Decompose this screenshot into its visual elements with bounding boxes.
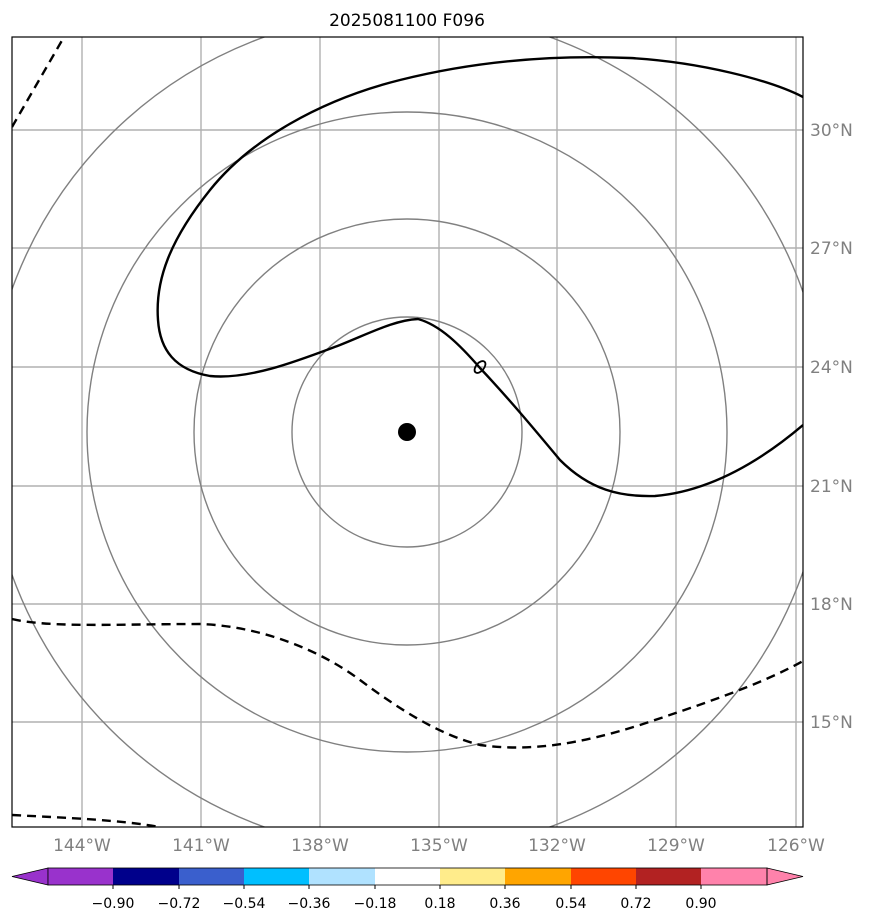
colorbar-bin [375,868,440,885]
range-rings [12,37,803,827]
map-plot-area [12,37,803,827]
lat-label: 21°N [810,477,853,497]
colorbar-bin [440,868,505,885]
colorbar-tick-label: −0.54 [223,896,266,912]
colorbar-tick-label: −0.18 [354,896,397,912]
colorbar-bin [48,868,113,885]
lat-label: 24°N [810,358,853,378]
lon-label: 132°W [528,836,586,856]
colorbar-tick-label: 0.72 [620,896,651,912]
range-ring-inner [291,316,523,548]
lat-lon-gridlines [12,37,803,827]
colorbar-tick-label: −0.90 [92,896,135,912]
contours [12,37,803,827]
map-frame [11,36,804,828]
contour-dashed-middle [12,617,803,749]
lat-label: 27°N [810,239,853,259]
colorbar-tick-label: −0.72 [158,896,201,912]
colorbar-tick-label: 0.54 [555,896,586,912]
colorbar-bin [636,868,701,885]
colorbar-bin [701,868,767,885]
lat-label: 30°N [810,121,853,141]
lon-label: 126°W [767,836,825,856]
lat-label: 18°N [810,595,853,615]
colorbar-bin [179,868,244,885]
lon-label: 135°W [410,836,468,856]
lon-label: 138°W [291,836,349,856]
range-ring-3 [86,111,728,753]
colorbar-bin [113,868,179,885]
latitude-labels: 30°N 27°N 24°N 21°N 18°N 15°N [810,121,853,733]
lon-label: 141°W [172,836,230,856]
colorbar-bin [505,868,571,885]
colorbar-extend-low [11,867,49,886]
colorbar-bin [571,868,636,885]
range-ring-2 [193,218,621,646]
colorbar-bin [309,868,375,885]
colorbar: −0.90 −0.72 −0.54 −0.36 −0.18 0.18 0.36 0.54 0.7… [11,867,804,912]
map-title: 2025081100 F096 [329,11,485,31]
colorbar-tick-label: 0.90 [685,896,716,912]
contour-dashed-bottom [12,813,161,827]
lat-label: 15°N [810,713,853,733]
colorbar-extend-high [766,867,804,886]
colorbar-tick-label: 0.18 [424,896,455,912]
storm-center-marker [398,423,416,441]
longitude-labels: 144°W 141°W 138°W 135°W 132°W 129°W 126°W [53,836,825,856]
colorbar-bin [244,868,309,885]
contour-small-closed [473,360,487,374]
colorbar-tick-label: −0.36 [288,896,331,912]
lon-label: 129°W [647,836,705,856]
contour-dashed-topleft [12,37,66,128]
lon-label: 144°W [53,836,111,856]
colorbar-frame [47,867,768,886]
colorbar-tick-label: 0.36 [489,896,520,912]
contour-solid-spiral [156,56,803,498]
